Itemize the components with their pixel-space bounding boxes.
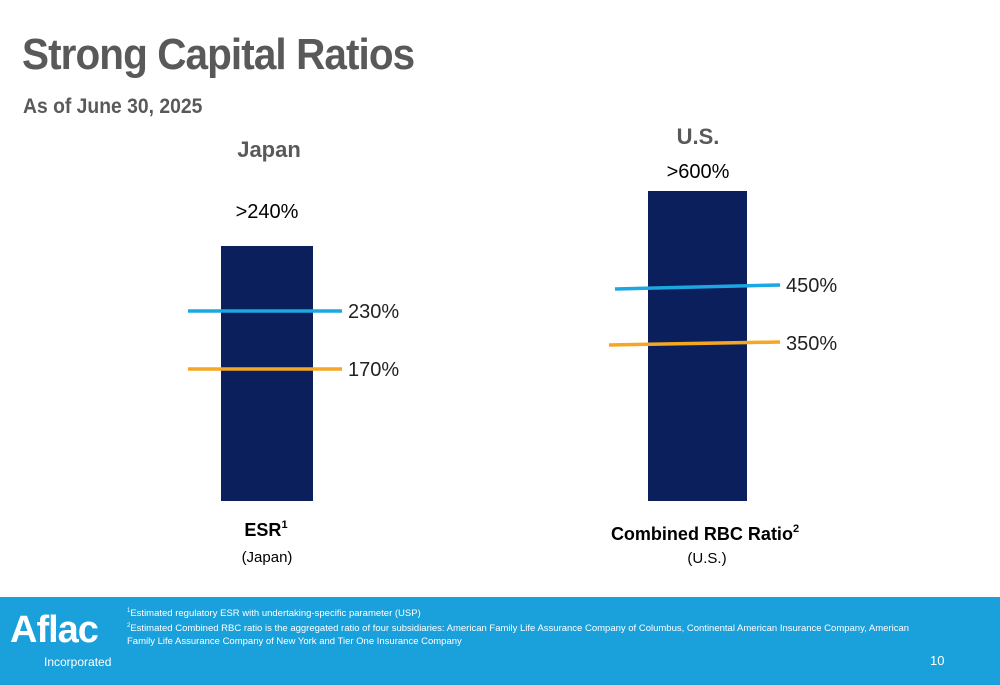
us-category-label: Combined RBC Ratio2	[611, 523, 799, 544]
page-title: Strong Capital Ratios	[22, 30, 415, 79]
japan-bar-value-label: >240%	[236, 201, 299, 223]
logo-wordmark: Aflac	[10, 609, 99, 651]
footnote-1: 1Estimated regulatory ESR with undertaki…	[127, 605, 927, 620]
footnote-1-marker: 1	[127, 608, 131, 614]
logo-subtitle: Incorporated	[44, 655, 112, 669]
us-bar-value-label: >600%	[667, 161, 730, 183]
footnote-2-marker: 2	[127, 623, 131, 630]
japan-category-footnote-ref: 1	[281, 519, 287, 531]
japan-chart-title: Japan	[237, 137, 301, 162]
footnote-1-text: Estimated regulatory ESR with undertakin…	[130, 608, 421, 620]
page-number: 10	[930, 653, 945, 668]
us-ref-label-350: 350%	[786, 333, 837, 355]
us-ref-line-350	[608, 340, 781, 347]
capital-ratio-charts: Japan >240% 230% 170% ESR1 (Japan) U.S. …	[188, 124, 837, 567]
footnote-2-text: Estimated Combined RBC ratio is the aggr…	[127, 623, 910, 648]
us-category-sub: (U.S.)	[687, 550, 726, 567]
japan-ref-label-230: 230%	[348, 301, 399, 323]
footer-band: Aflac Incorporated 1Estimated regulatory…	[0, 597, 1000, 685]
japan-category-name: ESR	[244, 520, 281, 540]
us-rbc-bar	[648, 191, 747, 501]
us-category-footnote-ref: 2	[793, 523, 799, 535]
us-ref-label-450: 450%	[786, 275, 837, 297]
us-category-name: Combined RBC Ratio	[611, 524, 793, 544]
japan-chart: Japan >240% 230% 170% ESR1 (Japan)	[188, 137, 399, 566]
footnote-2: 2Estimated Combined RBC ratio is the agg…	[127, 620, 927, 648]
aflac-logo: Aflac Incorporated	[10, 609, 111, 669]
japan-ref-label-170: 170%	[348, 359, 399, 381]
page-subtitle: As of June 30, 2025	[23, 95, 203, 118]
japan-esr-bar	[221, 246, 313, 501]
japan-category-label: ESR1	[244, 519, 287, 540]
footnotes: 1Estimated regulatory ESR with undertaki…	[127, 605, 927, 648]
us-chart: U.S. >600% 450% 350% Combined RBC Ratio2…	[608, 124, 837, 567]
us-ref-line-450	[614, 283, 781, 291]
japan-category-sub: (Japan)	[242, 549, 293, 566]
us-chart-title: U.S.	[677, 124, 720, 149]
